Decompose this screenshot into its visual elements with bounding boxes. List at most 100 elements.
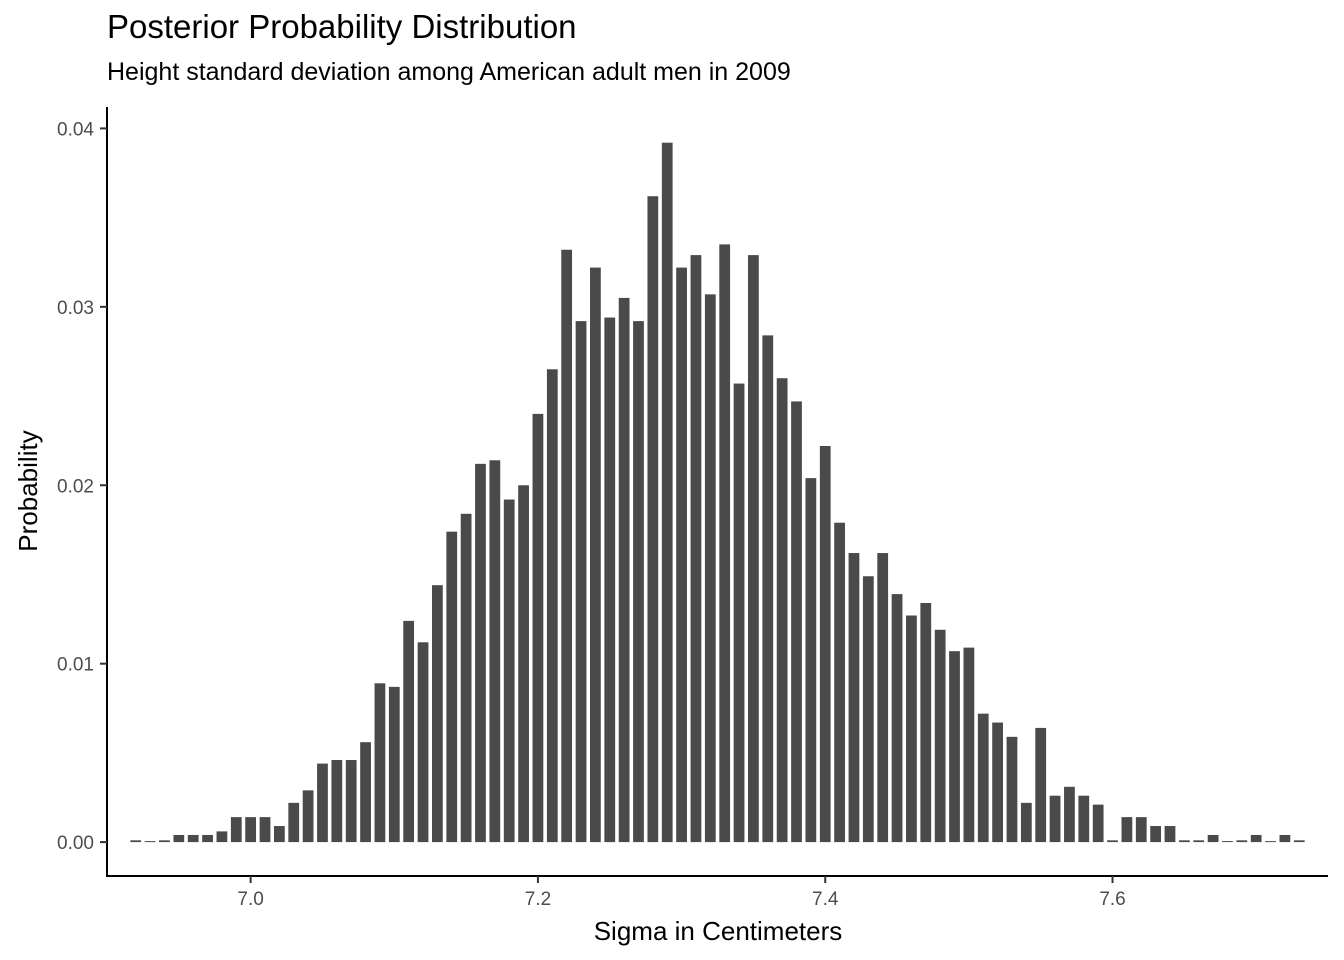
histogram-bar (862, 576, 874, 843)
histogram-bar (963, 647, 975, 843)
y-tick-label: 0.04 (57, 119, 94, 140)
histogram-bar (460, 513, 472, 843)
histogram-bar (273, 826, 285, 843)
histogram-bar (776, 378, 788, 843)
histogram-bar (1020, 802, 1032, 843)
histogram-bar (1193, 840, 1205, 843)
histogram-bar (733, 383, 745, 843)
histogram-bar (633, 321, 644, 843)
axes-group (106, 107, 1328, 877)
histogram-bar (1064, 786, 1075, 843)
histogram-bar (446, 531, 458, 843)
histogram-bar (575, 321, 587, 843)
histogram-bar (1150, 826, 1162, 843)
histogram-bar (1078, 795, 1090, 843)
x-tick-label: 7.4 (812, 889, 839, 910)
histogram-bar (288, 802, 300, 843)
histogram-bar (949, 651, 960, 843)
histogram-bar (848, 553, 860, 843)
histogram-bar (374, 683, 386, 843)
histogram-bar (202, 834, 213, 843)
histogram-bar (877, 553, 889, 843)
histogram-bar (661, 142, 673, 843)
y-tick-label: 0.00 (57, 833, 94, 854)
histogram-bar (432, 585, 443, 843)
histogram-bar (216, 831, 228, 843)
histogram-bar (518, 485, 529, 843)
bars-group (130, 142, 1305, 843)
x-tick-label: 7.0 (237, 889, 263, 910)
histogram-bar (259, 817, 271, 843)
histogram-bar (417, 642, 429, 843)
histogram-bar (1279, 834, 1291, 843)
histogram-bar (130, 840, 142, 843)
histogram-bar (503, 499, 515, 843)
histogram-bar (475, 463, 486, 843)
histogram-bar (748, 255, 759, 843)
histogram-bar (805, 478, 817, 843)
histogram-bar (532, 413, 544, 843)
histogram-bar (690, 255, 702, 843)
histogram-bar (934, 629, 946, 843)
histogram-bar (403, 620, 415, 843)
histogram-bar (719, 244, 731, 843)
histogram-bar (920, 603, 932, 843)
histogram-bar (1222, 841, 1233, 843)
histogram-bar (245, 817, 257, 843)
y-tick-label: 0.01 (57, 655, 94, 676)
y-ticks-group: 0.00 0.01 0.02 0.03 0.04 (57, 119, 107, 854)
histogram-bar (331, 760, 343, 843)
histogram-bar (604, 317, 616, 843)
histogram-bar (977, 713, 989, 843)
chart-title: Posterior Probability Distribution (107, 8, 577, 45)
histogram-bar (317, 763, 328, 843)
histogram-bar (1092, 804, 1104, 843)
y-axis-title: Probability (13, 430, 43, 551)
histogram-bar (302, 790, 314, 843)
histogram-bar (1035, 727, 1047, 843)
histogram-bar (1207, 834, 1219, 843)
histogram-bar (762, 335, 774, 843)
histogram-bar (1250, 834, 1262, 843)
histogram-bar (159, 840, 170, 843)
histogram-bar (791, 401, 802, 843)
histogram-bar (489, 460, 501, 843)
histogram-bar (1135, 817, 1147, 843)
y-tick-label: 0.02 (57, 476, 94, 497)
histogram-bar (187, 834, 199, 843)
histogram-bar (360, 742, 371, 843)
histogram-bar (561, 249, 573, 843)
histogram-bar (1107, 840, 1118, 843)
histogram-bar (992, 722, 1003, 843)
histogram-bar (144, 841, 156, 843)
histogram-bar (891, 594, 903, 843)
histogram-bar (834, 522, 845, 843)
histogram-bar (819, 446, 831, 843)
histogram-bar (647, 196, 659, 843)
histogram-bar (345, 760, 357, 843)
histogram-bar (1164, 826, 1176, 843)
histogram-bar (1006, 736, 1018, 843)
histogram-bar (388, 686, 400, 843)
histogram-bar (676, 267, 687, 843)
histogram-bar (704, 294, 716, 843)
x-tick-label: 7.2 (525, 889, 551, 910)
histogram-bar (590, 267, 601, 843)
histogram-bar (906, 615, 917, 843)
histogram-bar (1236, 840, 1248, 843)
histogram-bar (230, 817, 242, 843)
histogram-bar (546, 369, 558, 843)
histogram-bar (1293, 840, 1305, 843)
x-axis-title: Sigma in Centimeters (594, 916, 843, 946)
chart-subtitle: Height standard deviation among American… (107, 58, 791, 86)
x-ticks-group: 7.0 7.2 7.4 7.6 (237, 876, 1126, 910)
histogram-bar (1265, 841, 1276, 843)
histogram-bar (173, 834, 185, 843)
histogram-bar (1121, 817, 1133, 843)
histogram-bar (1178, 840, 1190, 843)
histogram-bar (618, 297, 630, 843)
histogram-bar (1049, 795, 1061, 843)
x-tick-label: 7.6 (1099, 889, 1125, 910)
y-tick-label: 0.03 (57, 298, 94, 319)
